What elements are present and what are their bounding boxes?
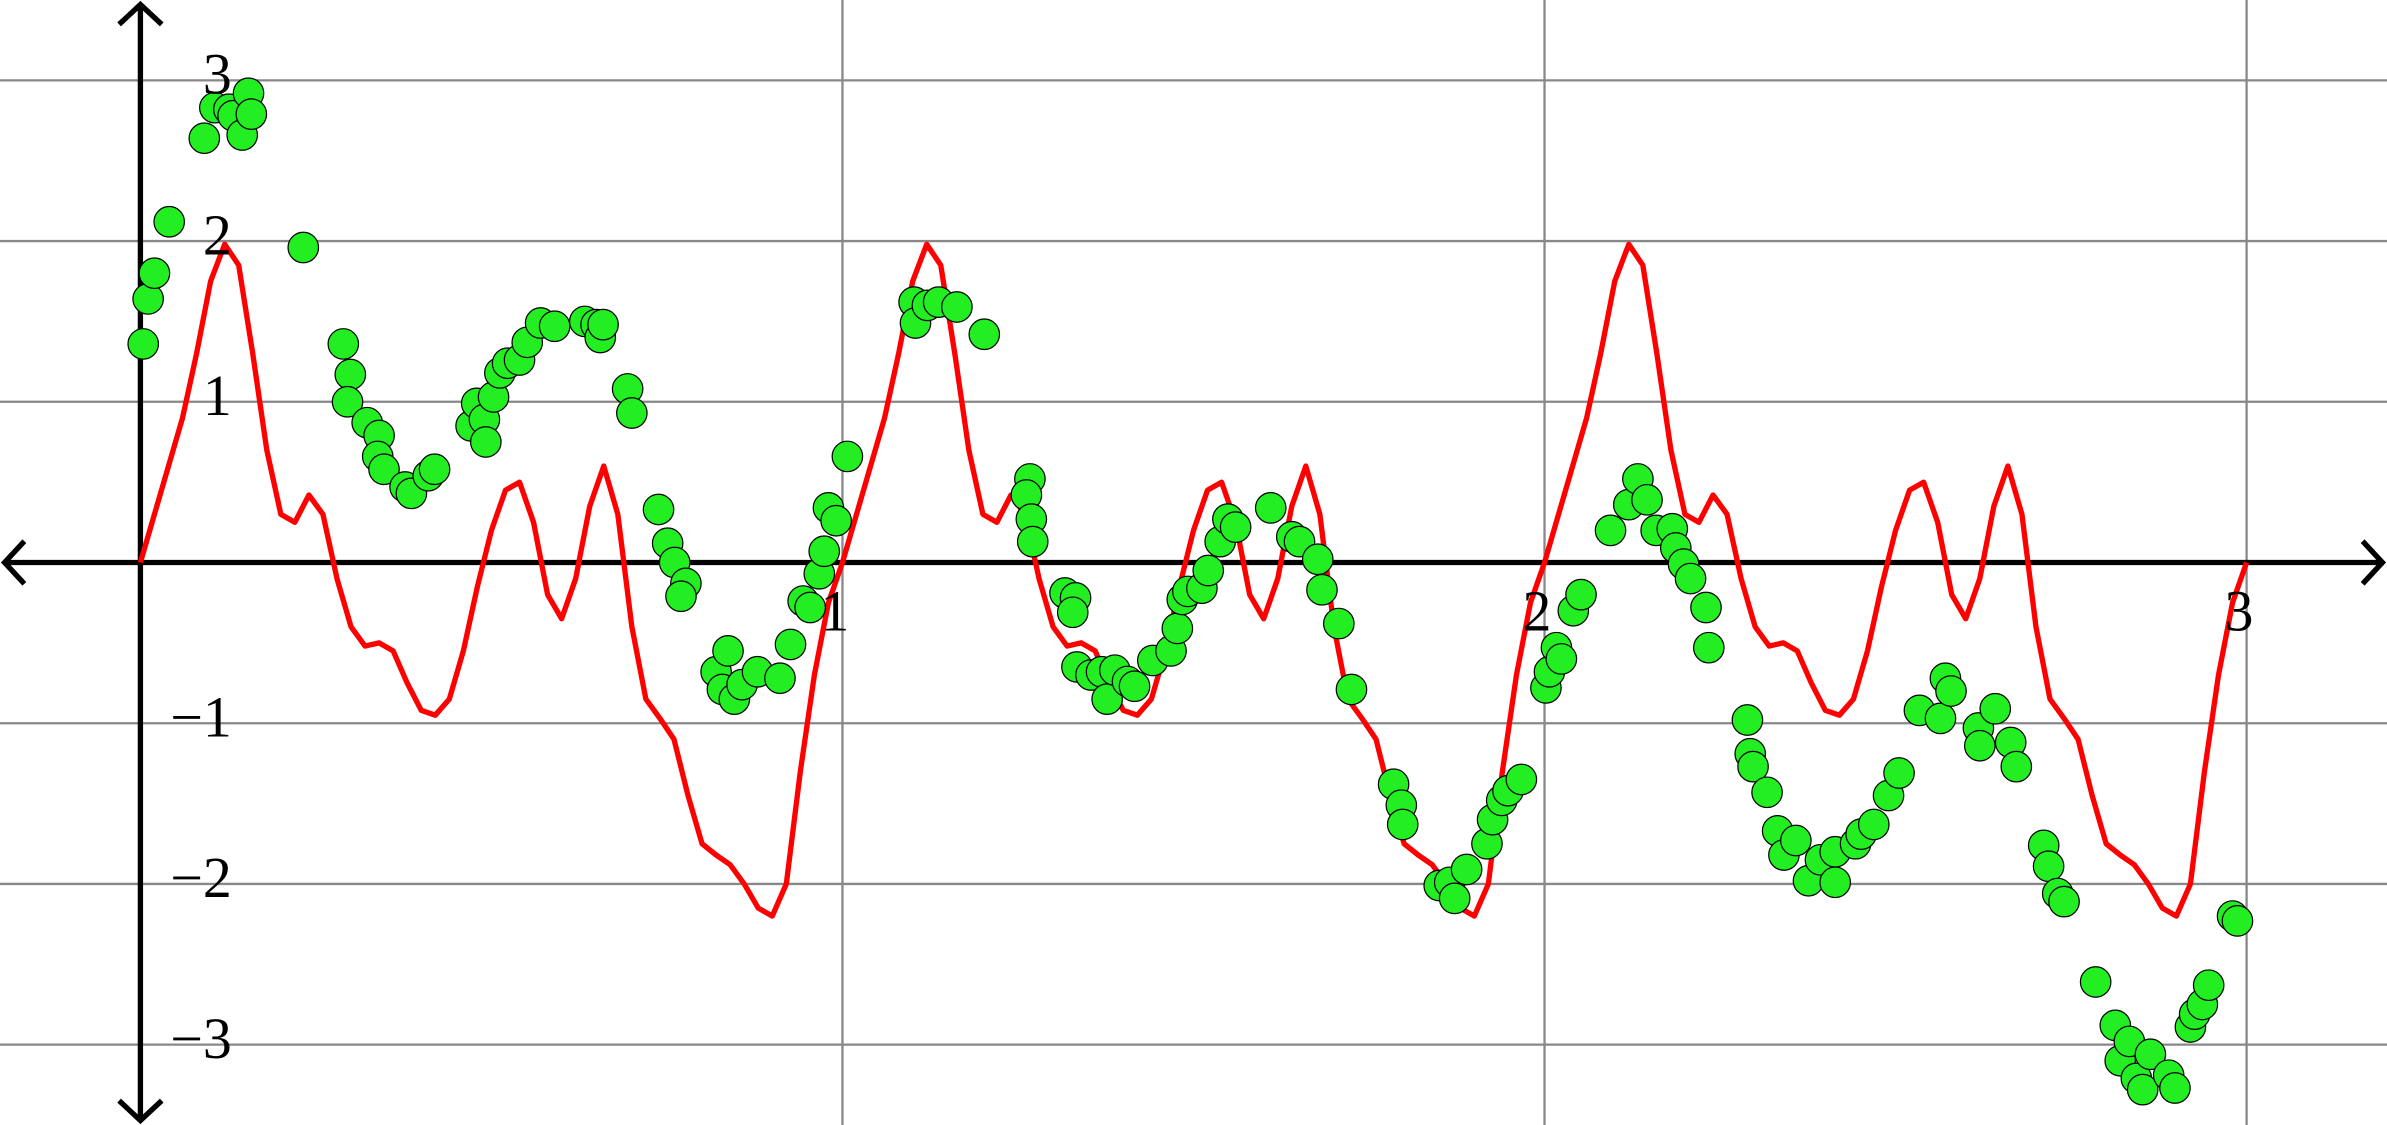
scatter-point (820, 504, 852, 537)
scatter-point (2079, 966, 2112, 998)
scatter-point (2159, 1072, 2191, 1104)
scatter-point (1016, 525, 1049, 558)
scatter-point (665, 580, 697, 613)
scatter-point (712, 635, 744, 667)
scatter-point (1306, 573, 1338, 606)
marks (127, 77, 2254, 1106)
scatter-point (1118, 670, 1151, 703)
scatter-point (1883, 757, 1915, 789)
scatter-point (1192, 554, 1225, 587)
scatter-point (1450, 853, 1483, 886)
scatter-point (2126, 1073, 2159, 1106)
scatter-point (1979, 692, 2012, 725)
scatter-point (1335, 673, 1368, 706)
scatter-point (968, 318, 1001, 351)
scatter-point (1545, 643, 1578, 675)
scatter-point (368, 453, 400, 486)
y-tick-label: −3 (170, 1006, 232, 1071)
scatter-point (764, 662, 796, 695)
scatter-point (138, 257, 171, 290)
scatter-point (1505, 763, 1538, 796)
scatter-point (2032, 850, 2065, 883)
scatter-point (2221, 905, 2254, 937)
scatter-point (127, 328, 160, 360)
scatter-point (808, 535, 841, 568)
scatter-point (1751, 776, 1783, 809)
scatter-point (1565, 578, 1597, 611)
arrowhead (0, 539, 27, 586)
scatter-point (1780, 824, 1812, 857)
scatter-point (538, 310, 571, 343)
scatter-point (418, 453, 451, 486)
scatter-point (1386, 808, 1419, 841)
scatter-point (1322, 607, 1355, 640)
scatter-point (153, 205, 186, 238)
x-tick-label: 2 (1522, 579, 1551, 644)
scatter-point (587, 308, 619, 341)
y-tick-label: 1 (203, 363, 232, 428)
scatter-point (941, 291, 973, 323)
scatter-point (1692, 631, 1725, 664)
scatter-point (774, 628, 807, 661)
scatter-point (2192, 969, 2225, 1002)
x-tick-label: 1 (820, 579, 849, 644)
scatter-point (1438, 882, 1471, 915)
scatter-point (235, 98, 268, 130)
scatter-point (334, 358, 367, 391)
scatter-point (1963, 729, 1996, 762)
arrowhead (117, 0, 164, 27)
scatter-point (1594, 514, 1627, 547)
y-tick-label: −1 (170, 684, 232, 749)
curve (137, 241, 2250, 919)
scatter-point (1301, 543, 1334, 576)
scatter-point (1219, 511, 1252, 543)
scatter-point (1161, 612, 1194, 645)
scatter-point (2048, 885, 2080, 918)
y-tick-label: −2 (170, 845, 232, 910)
scatter-point (1731, 704, 1764, 736)
scatter-point (616, 397, 648, 429)
labels: 1 2 3 −3 −2 −1 1 2 3 (170, 42, 2253, 1071)
scatter-point (1935, 675, 1967, 707)
x-tick-label: 3 (2225, 579, 2254, 644)
arrowhead (117, 1098, 164, 1125)
scatter-point (1674, 562, 1707, 595)
scatter-point (794, 591, 827, 624)
scatter-point (1254, 492, 1287, 524)
scatter-point (642, 493, 675, 526)
scatter-point (1819, 866, 1852, 899)
scatter-point (1690, 591, 1722, 624)
scatter-point (287, 231, 320, 264)
scatter-point (1056, 596, 1089, 629)
scatter-point (327, 328, 360, 360)
arrowhead (2360, 539, 2387, 586)
y-tick-label: 3 (203, 42, 232, 107)
scatter-point (1857, 808, 1890, 841)
scatter-point (188, 122, 221, 155)
scatter-point (2000, 750, 2033, 783)
scatter-point (1924, 702, 1957, 735)
y-tick-label: 2 (203, 202, 232, 267)
scatter-point (1631, 483, 1663, 516)
scatter-point (1737, 750, 1769, 783)
scatter-point (2134, 1038, 2167, 1071)
scatter-point (469, 426, 502, 458)
scatter-point (831, 440, 864, 473)
scatter-point (331, 385, 364, 418)
